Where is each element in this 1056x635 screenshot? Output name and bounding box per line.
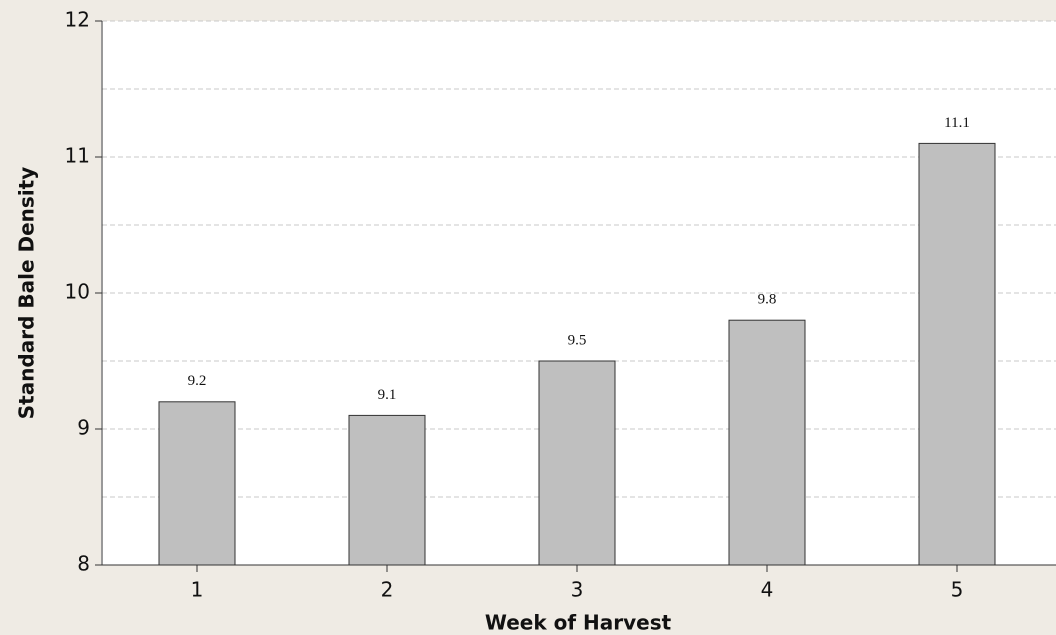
x-tick-label: 3 <box>571 578 584 602</box>
bar <box>918 142 996 566</box>
data-label: 9.8 <box>758 292 777 308</box>
y-tick-label: 11 <box>65 144 90 168</box>
data-label: 11.1 <box>944 115 970 131</box>
y-tick-label: 8 <box>77 552 90 576</box>
bar <box>158 401 236 566</box>
y-tick-label: 9 <box>77 416 90 440</box>
bar <box>728 319 806 566</box>
bar <box>348 414 426 566</box>
data-label: 9.1 <box>378 387 397 403</box>
bar <box>538 360 616 566</box>
x-tick-label: 5 <box>951 578 964 602</box>
x-tick-label: 2 <box>381 578 394 602</box>
data-label: 9.2 <box>188 373 207 389</box>
x-tick-label: 4 <box>761 578 774 602</box>
data-label: 9.5 <box>568 332 587 348</box>
y-axis-title: Standard Bale Density <box>15 167 39 420</box>
x-tick-label: 1 <box>191 578 204 602</box>
x-axis-title: Week of Harvest <box>485 611 672 635</box>
y-tick-label: 10 <box>65 280 90 304</box>
y-tick-label: 12 <box>65 8 90 32</box>
